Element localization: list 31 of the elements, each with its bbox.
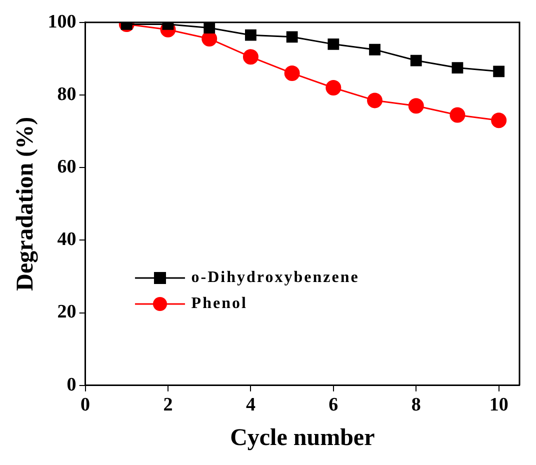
- point: [286, 31, 298, 43]
- x-tick-label: 4: [246, 394, 256, 416]
- point: [493, 66, 505, 78]
- point: [367, 92, 383, 108]
- legend-label: o-Dihydroxybenzene: [191, 269, 360, 288]
- y-tick-label: 60: [57, 156, 76, 178]
- y-tick-label: 0: [66, 374, 76, 396]
- point: [284, 65, 300, 81]
- legend-label: Phenol: [191, 295, 248, 314]
- point: [326, 80, 342, 96]
- point: [410, 54, 422, 66]
- y-tick-label: 20: [57, 302, 76, 323]
- point: [408, 98, 424, 114]
- point: [204, 22, 216, 34]
- y-tick-label: 40: [57, 229, 76, 250]
- x-tick-label: 2: [163, 394, 173, 416]
- point: [245, 29, 256, 41]
- point: [450, 107, 466, 123]
- x-tick-label: 10: [489, 394, 508, 416]
- x-tick-label: 0: [80, 394, 90, 416]
- x-tick-label: 8: [411, 394, 421, 416]
- y-axis-title: Degradation (%): [12, 116, 39, 291]
- point: [452, 62, 464, 74]
- point: [491, 112, 507, 128]
- y-tick-label: 80: [57, 84, 76, 105]
- x-axis-title: Cycle number: [230, 424, 376, 451]
- x-tick-label: 6: [328, 394, 338, 416]
- y-tick-label: 100: [48, 11, 76, 32]
- point: [328, 38, 340, 50]
- point: [369, 44, 380, 56]
- point: [242, 49, 258, 65]
